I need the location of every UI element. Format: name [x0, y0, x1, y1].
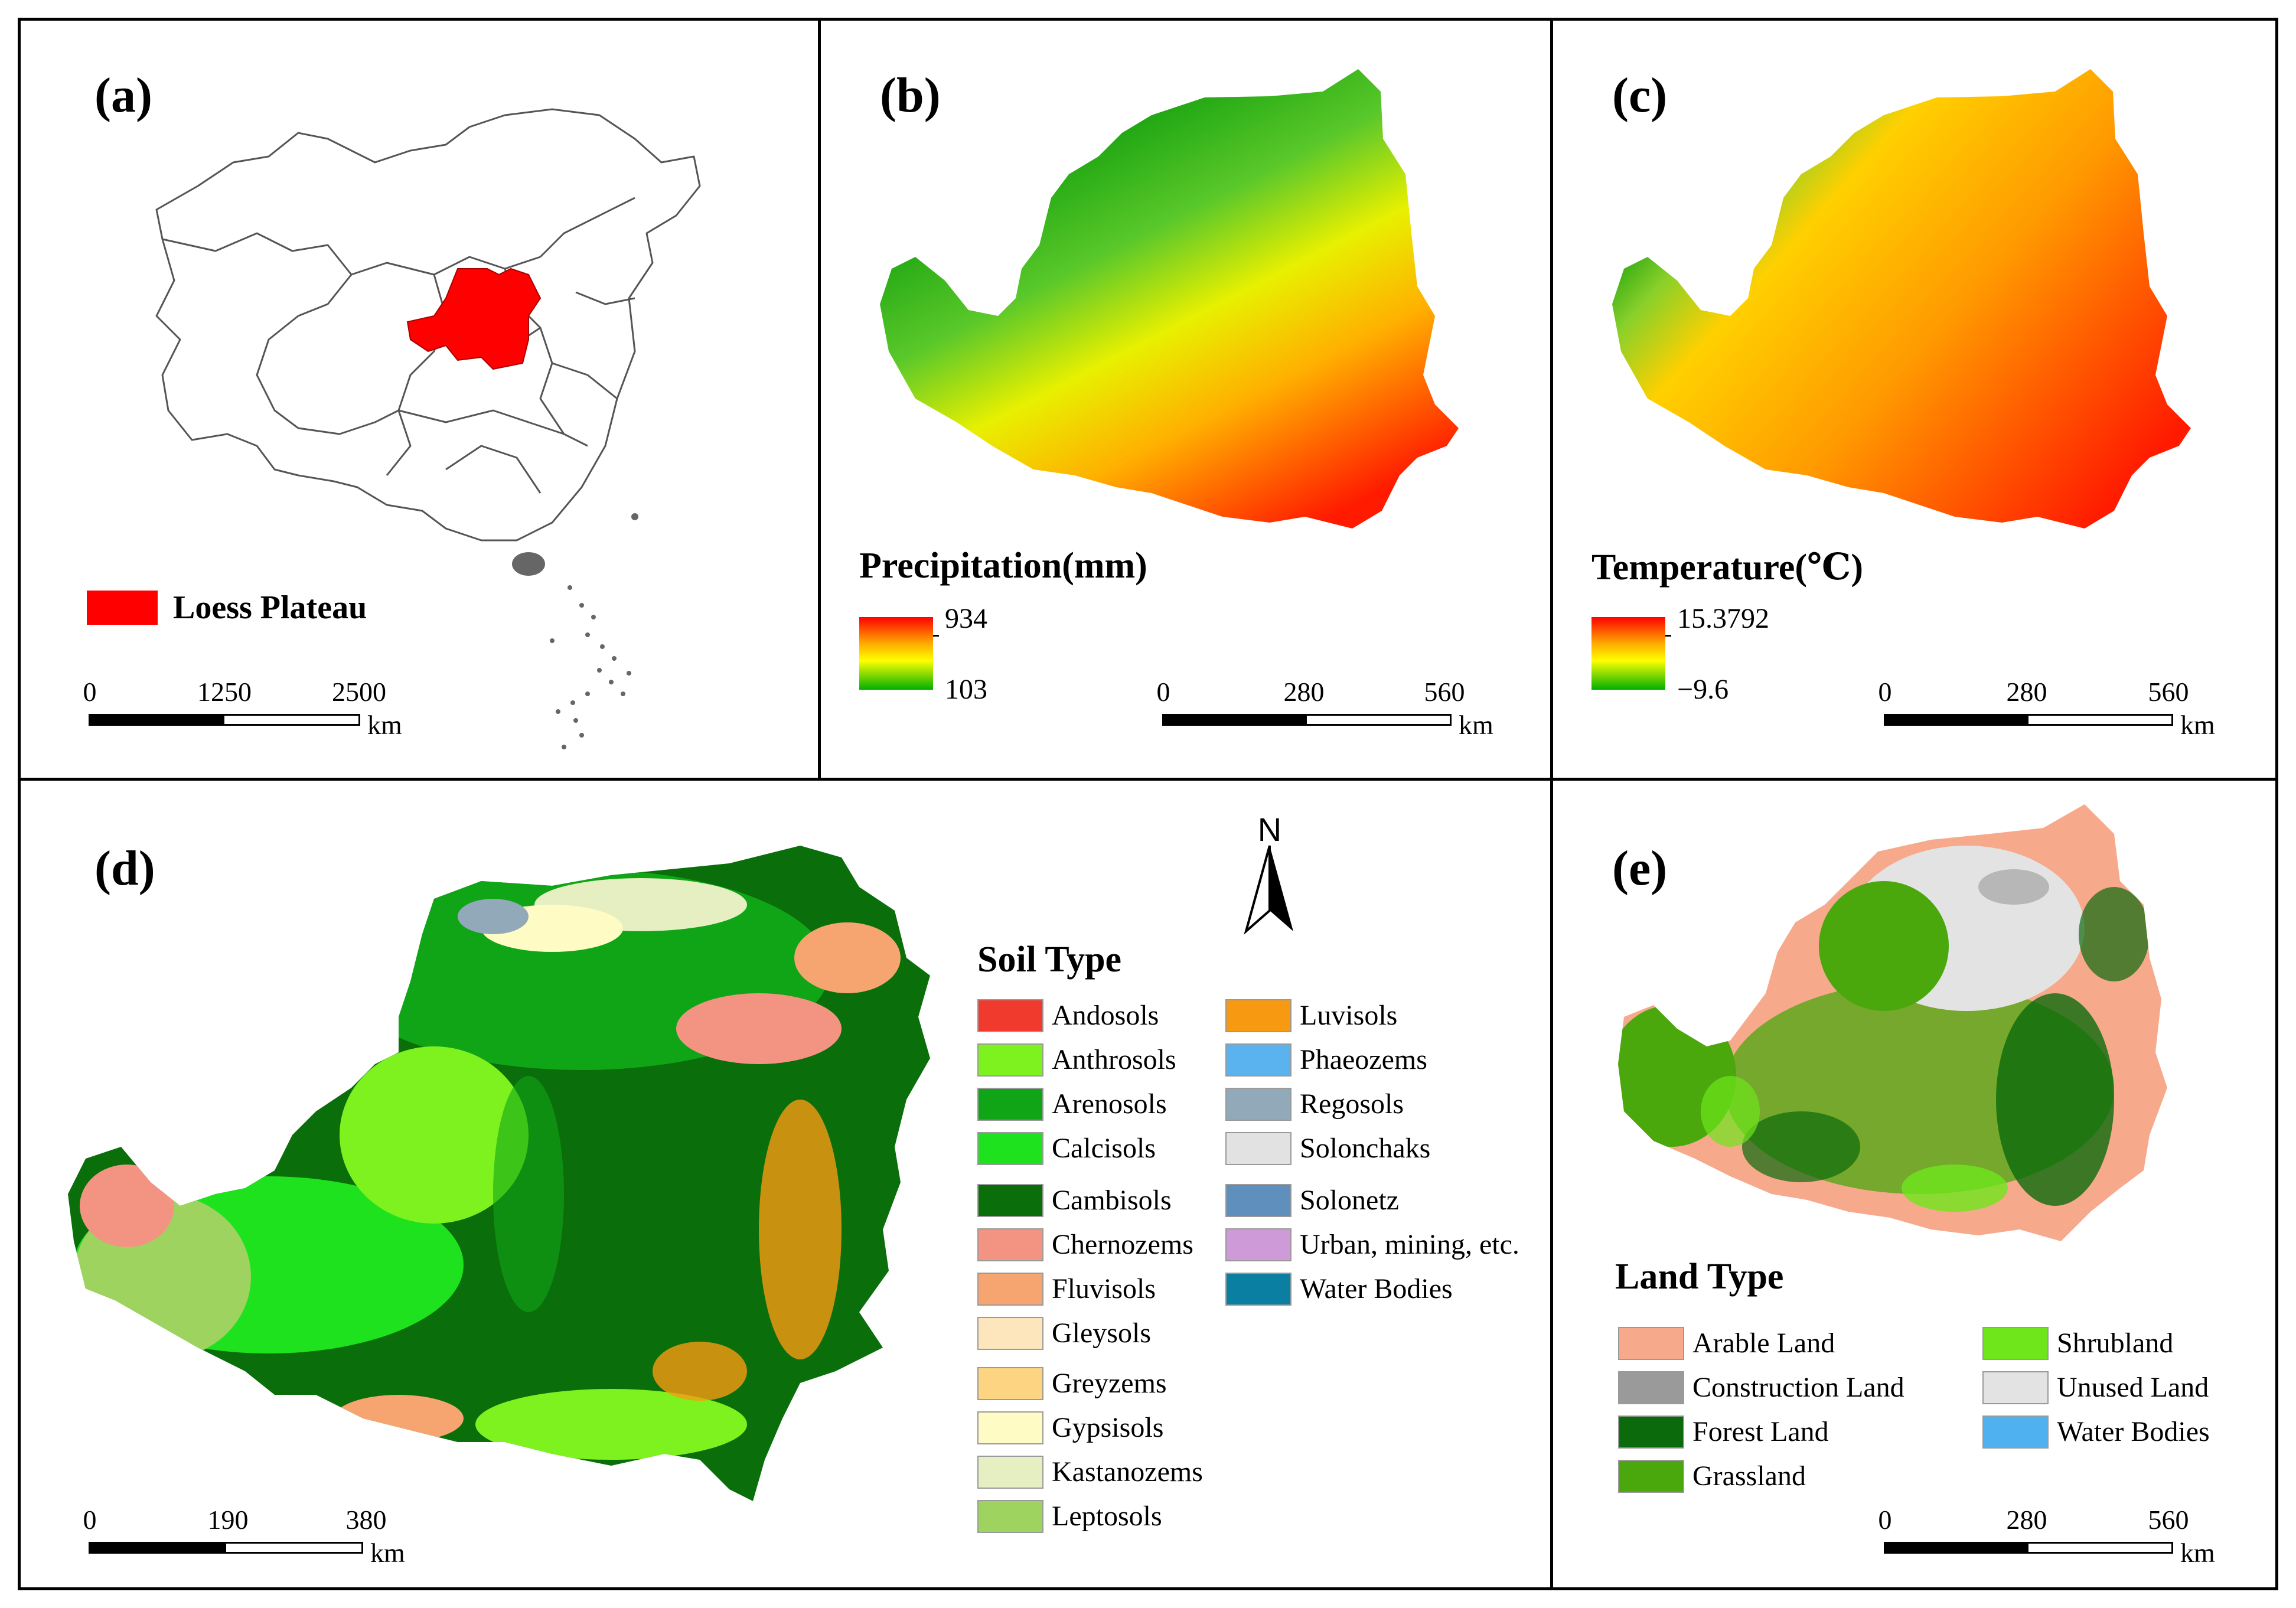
legend-swatch [977, 1456, 1043, 1489]
legend-swatch [977, 1228, 1043, 1261]
panel-d-label: (d) [94, 841, 155, 896]
legend-swatch [977, 1317, 1043, 1350]
legend-swatch [1225, 1132, 1292, 1165]
legend-swatch [977, 1043, 1043, 1077]
panel-b-label: (b) [880, 68, 941, 123]
temperature-raster-map [1612, 69, 2191, 529]
land-type-legend-title: Land Type [1615, 1257, 1784, 1297]
loess-plateau-shape-b [880, 69, 1459, 529]
legend-swatch [977, 999, 1043, 1032]
soil-type-map [68, 846, 930, 1501]
panel-a-china-map: (a) Loess Plateau [18, 18, 821, 781]
land-type-map [1618, 804, 2167, 1241]
legend-swatch [1618, 1327, 1684, 1360]
legend-swatch [1225, 999, 1292, 1032]
loess-plateau-region [406, 268, 542, 370]
temperature-min: −9.6 [1677, 674, 1729, 705]
legend-swatch [1982, 1327, 2049, 1360]
scale-bar-d: 0 190 380 km [83, 1505, 405, 1568]
china-outline-map [155, 108, 701, 749]
legend-swatch [977, 1132, 1043, 1165]
loess-plateau-swatch [87, 591, 158, 625]
legend-swatch [1618, 1371, 1684, 1404]
legend-swatch [977, 1088, 1043, 1121]
soil-type-legend-title: Soil Type [977, 940, 1122, 980]
panel-e-label: (e) [1612, 841, 1668, 896]
panel-c-temperature: (c) Temperature(℃) 15.3792 −9.6 0 280 56… [1550, 18, 2278, 781]
panel-b-precipitation: (b) Precipitation(mm) 934 103 0 280 560 … [818, 18, 1553, 781]
panel-a-label: (a) [94, 68, 152, 123]
temperature-max: 15.3792 [1677, 603, 1769, 634]
legend-swatch [977, 1184, 1043, 1217]
legend-swatch [1225, 1273, 1292, 1306]
panel-c-label: (c) [1612, 68, 1668, 123]
precipitation-max: 934 [945, 603, 987, 634]
legend-swatch [1618, 1460, 1684, 1493]
legend-swatch [1225, 1228, 1292, 1261]
precipitation-min: 103 [945, 674, 987, 705]
temperature-colorbar [1591, 617, 1665, 690]
legend-swatch [977, 1367, 1043, 1400]
north-label: N [1257, 811, 1282, 848]
legend-swatch [1225, 1184, 1292, 1217]
precipitation-colorbar [859, 617, 933, 690]
loess-plateau-legend-label: Loess Plateau [173, 589, 367, 626]
legend-swatch [1225, 1088, 1292, 1121]
legend-swatch [1982, 1371, 2049, 1404]
north-arrow: N [1234, 810, 1305, 935]
precipitation-raster-map [880, 69, 1459, 529]
scale-bar-b: 0 280 560 km [1156, 677, 1493, 740]
scale-bar-a: 0 1250 2500 km [83, 677, 402, 740]
scale-bar-e: 0 280 560 km [1878, 1505, 2215, 1568]
panel-d-soil-type: (d) N [18, 778, 1553, 1590]
legend-swatch [977, 1500, 1043, 1533]
precipitation-title: Precipitation(mm) [859, 546, 1147, 586]
loess-plateau-shape-c [1612, 69, 2191, 529]
china-border [155, 108, 701, 542]
legend-swatch [977, 1411, 1043, 1444]
legend-swatch [1618, 1415, 1684, 1449]
legend-swatch [1225, 1043, 1292, 1077]
legend-swatch [977, 1273, 1043, 1306]
temperature-title: Temperature(℃) [1591, 547, 1863, 588]
scale-bar-c: 0 280 560 km [1878, 677, 2215, 740]
north-arrow-icon [1244, 845, 1293, 935]
panel-e-land-type: (e) Land Type Arable Land Construction L… [1550, 778, 2278, 1590]
legend-swatch [1982, 1415, 2049, 1449]
